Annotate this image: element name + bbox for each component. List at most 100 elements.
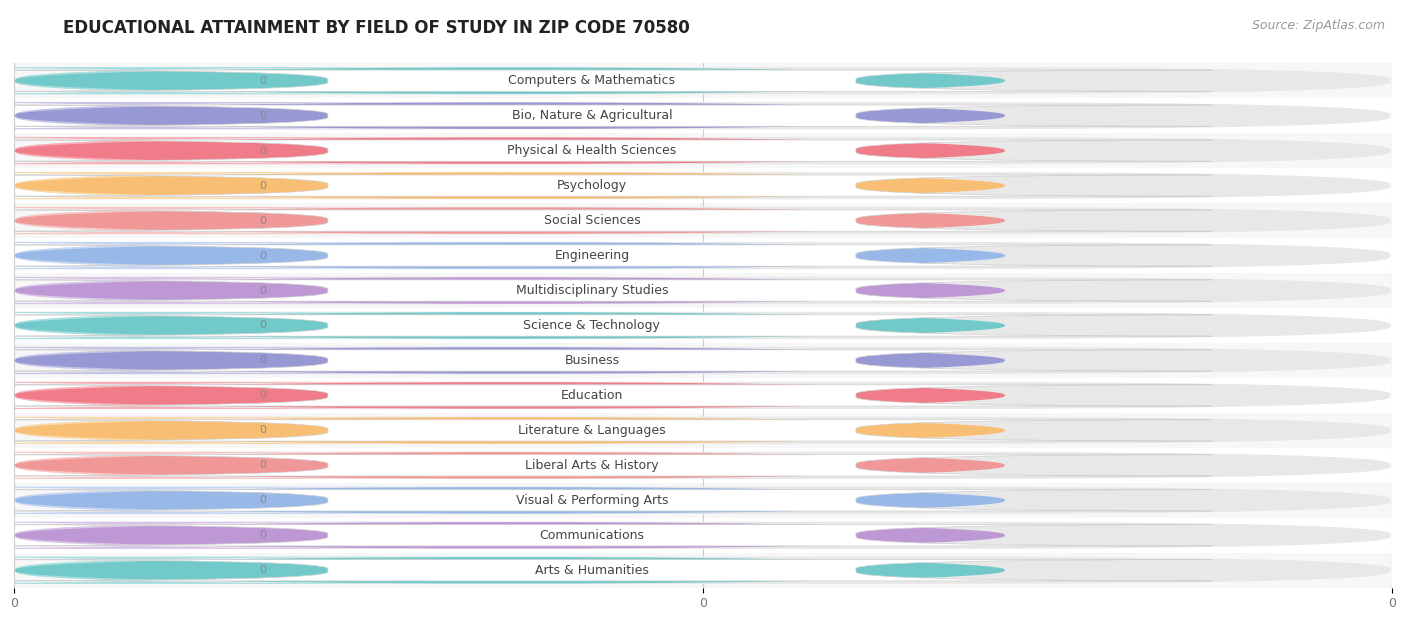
FancyBboxPatch shape <box>0 280 1212 301</box>
Circle shape <box>15 243 1004 268</box>
Text: 0: 0 <box>259 391 266 401</box>
Circle shape <box>15 453 1004 478</box>
FancyBboxPatch shape <box>14 378 1392 413</box>
FancyBboxPatch shape <box>0 347 499 374</box>
FancyBboxPatch shape <box>0 207 499 234</box>
FancyBboxPatch shape <box>14 273 1392 308</box>
Text: Communications: Communications <box>540 529 644 542</box>
Text: Education: Education <box>561 389 623 402</box>
FancyBboxPatch shape <box>14 238 1392 273</box>
Text: 0: 0 <box>259 76 266 86</box>
FancyBboxPatch shape <box>15 102 1391 130</box>
FancyBboxPatch shape <box>0 67 499 94</box>
FancyBboxPatch shape <box>0 490 1212 511</box>
Text: Computers & Mathematics: Computers & Mathematics <box>509 74 675 87</box>
FancyBboxPatch shape <box>0 175 1212 196</box>
FancyBboxPatch shape <box>0 210 1212 231</box>
FancyBboxPatch shape <box>0 242 499 269</box>
Text: EDUCATIONAL ATTAINMENT BY FIELD OF STUDY IN ZIP CODE 70580: EDUCATIONAL ATTAINMENT BY FIELD OF STUDY… <box>63 19 690 37</box>
FancyBboxPatch shape <box>15 312 1391 339</box>
FancyBboxPatch shape <box>14 483 1392 518</box>
FancyBboxPatch shape <box>15 382 1391 409</box>
FancyBboxPatch shape <box>14 133 1392 168</box>
FancyBboxPatch shape <box>0 312 499 339</box>
FancyBboxPatch shape <box>0 560 1212 581</box>
Text: Literature & Languages: Literature & Languages <box>517 424 665 437</box>
FancyBboxPatch shape <box>0 70 1212 91</box>
Text: Social Sciences: Social Sciences <box>544 214 640 227</box>
FancyBboxPatch shape <box>15 207 1391 234</box>
FancyBboxPatch shape <box>0 102 499 130</box>
FancyBboxPatch shape <box>0 140 1212 161</box>
FancyBboxPatch shape <box>0 557 499 584</box>
FancyBboxPatch shape <box>15 277 1391 304</box>
FancyBboxPatch shape <box>15 347 1391 374</box>
FancyBboxPatch shape <box>0 172 499 199</box>
Circle shape <box>15 313 1004 338</box>
Text: Multidisciplinary Studies: Multidisciplinary Studies <box>516 284 668 297</box>
FancyBboxPatch shape <box>14 98 1392 133</box>
FancyBboxPatch shape <box>0 521 499 549</box>
FancyBboxPatch shape <box>15 172 1391 199</box>
Circle shape <box>15 278 1004 303</box>
Text: 0: 0 <box>259 250 266 260</box>
Text: Liberal Arts & History: Liberal Arts & History <box>524 459 658 472</box>
FancyBboxPatch shape <box>0 487 499 514</box>
FancyBboxPatch shape <box>15 487 1391 514</box>
FancyBboxPatch shape <box>15 452 1391 479</box>
Circle shape <box>15 488 1004 513</box>
Text: Source: ZipAtlas.com: Source: ZipAtlas.com <box>1251 19 1385 32</box>
Circle shape <box>15 348 1004 373</box>
Text: 0: 0 <box>259 286 266 296</box>
FancyBboxPatch shape <box>0 420 1212 441</box>
Text: Engineering: Engineering <box>554 249 630 262</box>
Circle shape <box>15 208 1004 233</box>
FancyBboxPatch shape <box>0 525 1212 546</box>
Circle shape <box>15 173 1004 198</box>
Text: Psychology: Psychology <box>557 179 627 192</box>
Text: 0: 0 <box>259 181 266 191</box>
FancyBboxPatch shape <box>0 105 1212 126</box>
Circle shape <box>15 103 1004 128</box>
FancyBboxPatch shape <box>0 315 1212 336</box>
FancyBboxPatch shape <box>14 448 1392 483</box>
FancyBboxPatch shape <box>0 455 1212 476</box>
Text: Science & Technology: Science & Technology <box>523 319 661 332</box>
FancyBboxPatch shape <box>14 203 1392 238</box>
FancyBboxPatch shape <box>15 416 1391 444</box>
FancyBboxPatch shape <box>15 557 1391 584</box>
FancyBboxPatch shape <box>14 308 1392 343</box>
FancyBboxPatch shape <box>15 67 1391 94</box>
Circle shape <box>15 68 1004 94</box>
FancyBboxPatch shape <box>14 553 1392 588</box>
Text: 0: 0 <box>259 355 266 365</box>
FancyBboxPatch shape <box>0 137 499 164</box>
Text: Arts & Humanities: Arts & Humanities <box>534 564 648 577</box>
Text: Physical & Health Sciences: Physical & Health Sciences <box>508 144 676 157</box>
Text: 0: 0 <box>259 460 266 470</box>
FancyBboxPatch shape <box>0 350 1212 371</box>
FancyBboxPatch shape <box>0 452 499 479</box>
Text: 0: 0 <box>259 320 266 331</box>
FancyBboxPatch shape <box>15 521 1391 549</box>
Text: Bio, Nature & Agricultural: Bio, Nature & Agricultural <box>512 109 672 122</box>
FancyBboxPatch shape <box>15 242 1391 269</box>
FancyBboxPatch shape <box>0 245 1212 266</box>
Circle shape <box>15 383 1004 408</box>
FancyBboxPatch shape <box>0 277 499 304</box>
FancyBboxPatch shape <box>0 385 1212 406</box>
Text: Visual & Performing Arts: Visual & Performing Arts <box>516 494 668 507</box>
Text: 0: 0 <box>259 425 266 435</box>
Circle shape <box>15 523 1004 548</box>
Text: 0: 0 <box>259 145 266 155</box>
FancyBboxPatch shape <box>14 413 1392 448</box>
Text: 0: 0 <box>259 495 266 506</box>
FancyBboxPatch shape <box>0 416 499 444</box>
FancyBboxPatch shape <box>14 63 1392 98</box>
FancyBboxPatch shape <box>15 137 1391 164</box>
Circle shape <box>15 418 1004 443</box>
Text: Business: Business <box>564 354 620 367</box>
Text: 0: 0 <box>259 111 266 121</box>
FancyBboxPatch shape <box>14 343 1392 378</box>
Text: 0: 0 <box>259 530 266 540</box>
